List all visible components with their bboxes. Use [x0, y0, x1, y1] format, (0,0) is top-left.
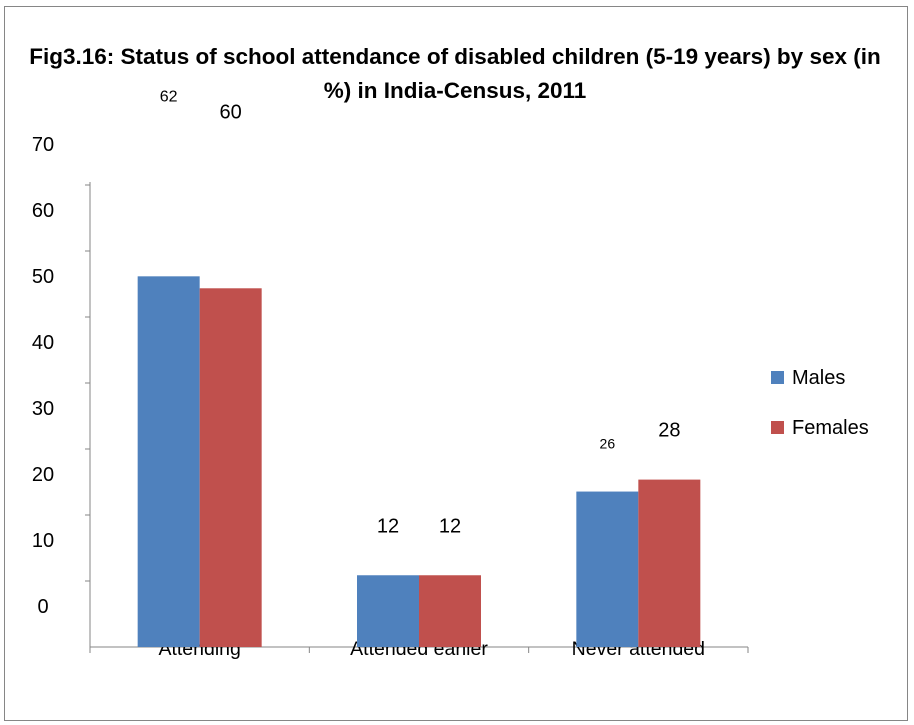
bar-females — [638, 479, 701, 647]
y-tick-label: 10 — [32, 530, 54, 552]
data-label: 26 — [600, 436, 616, 452]
data-label: 28 — [658, 420, 680, 442]
data-labels: 62 60 12 12 26 28 — [160, 88, 681, 537]
bar-females — [199, 288, 262, 647]
y-tick-label: 20 — [32, 464, 54, 486]
y-tick-label: 50 — [32, 266, 54, 288]
legend-swatch-females — [771, 421, 784, 434]
data-label: 62 — [160, 88, 178, 105]
data-label: 12 — [439, 515, 461, 537]
data-label: 60 — [220, 101, 242, 123]
y-tick-label: 0 — [37, 596, 48, 618]
y-tick-label: 40 — [32, 332, 54, 354]
y-tick-label: 70 — [32, 134, 54, 156]
data-label: 12 — [377, 515, 399, 537]
bar-males — [357, 575, 419, 647]
y-axis: 0 10 20 30 40 50 60 70 — [32, 134, 91, 647]
bars — [137, 276, 701, 647]
legend-label-females: Females — [792, 417, 869, 439]
chart-frame — [4, 6, 908, 721]
chart-title: Fig3.16: Status of school attendance of … — [29, 44, 881, 103]
legend-swatch-males — [771, 371, 784, 384]
bar-males — [137, 276, 200, 647]
y-tick-label: 30 — [32, 398, 54, 420]
legend: Males Females — [771, 367, 869, 439]
y-tick-label: 60 — [32, 200, 54, 222]
legend-label-males: Males — [792, 367, 845, 389]
bar-females — [419, 575, 481, 647]
bar-males — [576, 491, 639, 647]
